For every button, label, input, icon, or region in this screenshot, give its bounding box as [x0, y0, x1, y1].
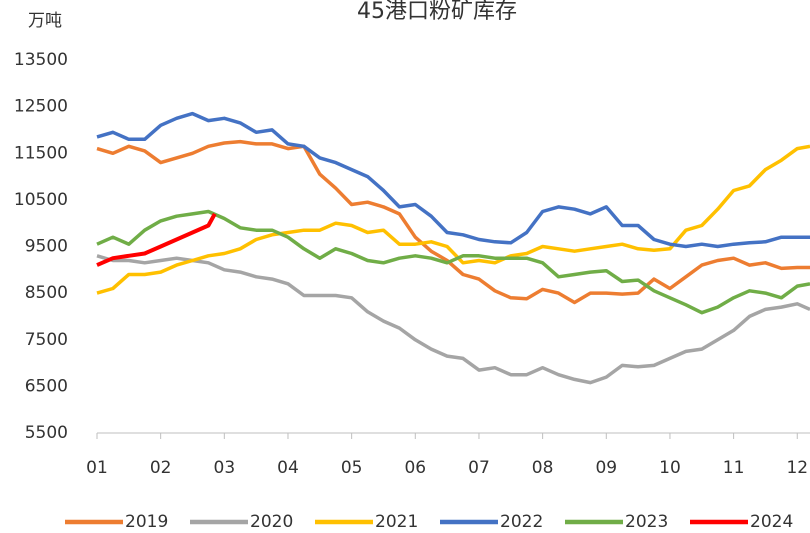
- y-tick-label: 12500: [14, 97, 68, 117]
- y-tick-label: 6500: [25, 376, 68, 396]
- legend-label: 2024: [750, 512, 793, 532]
- x-tick-label: 04: [277, 458, 299, 478]
- chart-title: 45港口粉矿库存: [357, 0, 517, 24]
- legend-label: 2020: [250, 512, 293, 532]
- x-tick-label: 08: [532, 458, 554, 478]
- x-tick-label: 09: [595, 458, 617, 478]
- series-line: [96, 144, 810, 295]
- legend-label: 2019: [125, 512, 168, 532]
- x-tick-label: 05: [341, 458, 363, 478]
- series-line: [96, 111, 810, 249]
- y-tick-label: 7500: [25, 330, 68, 350]
- y-tick-label: 11500: [14, 143, 68, 163]
- y-tick-label: 8500: [25, 283, 68, 303]
- x-tick-label: 12: [786, 458, 808, 478]
- y-axis-label: 万吨: [28, 11, 62, 31]
- x-tick-label: 10: [659, 458, 681, 478]
- y-tick-label: 9500: [25, 237, 68, 257]
- y-tick-label: 5500: [25, 423, 68, 443]
- series-line: [96, 254, 810, 385]
- y-tick-label: 10500: [14, 190, 68, 210]
- x-tick-label: 07: [468, 458, 490, 478]
- x-tick-label: 11: [723, 458, 745, 478]
- legend-label: 2023: [625, 512, 668, 532]
- x-tick-label: 01: [86, 458, 108, 478]
- series-line: [96, 212, 217, 267]
- x-tick-label: 06: [404, 458, 426, 478]
- legend-label: 2022: [500, 512, 543, 532]
- x-tick-label: 02: [150, 458, 172, 478]
- series-line: [96, 139, 810, 305]
- legend-label: 2021: [375, 512, 418, 532]
- y-tick-label: 13500: [14, 50, 68, 70]
- x-tick-label: 03: [214, 458, 236, 478]
